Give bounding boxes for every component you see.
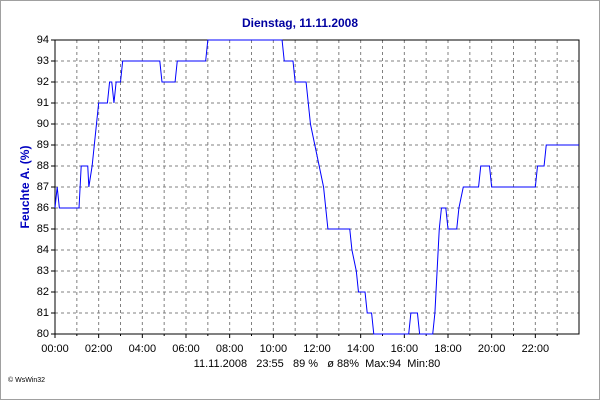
y-tick-label: 91 [37,97,49,109]
x-tick-label: 22:00 [522,343,550,355]
footer: 11.11.2008 23:55 89 % ø 88% Max:94 Min:8… [194,358,441,370]
y-tick-label: 89 [37,139,49,151]
y-tick-label: 92 [37,76,49,88]
y-axis-label: Feuchte A. (%) [18,146,32,229]
x-tick-label: 10:00 [260,343,288,355]
x-tick-label: 02:00 [85,343,113,355]
x-tick-label: 00:00 [41,343,69,355]
y-tick-label: 83 [37,265,49,277]
y-tick-label: 86 [37,202,49,214]
credit: © WsWin32 [8,376,45,384]
y-tick-label: 94 [37,34,49,46]
x-tick-label: 08:00 [216,343,244,355]
x-tick-label: 12:00 [303,343,331,355]
y-tick-label: 90 [37,118,49,130]
y-tick-label: 80 [37,328,49,340]
y-tick-label: 84 [37,244,49,256]
x-tick-label: 18:00 [434,343,462,355]
y-tick-label: 85 [37,223,49,235]
y-tick-label: 87 [37,181,49,193]
x-tick-label: 04:00 [129,343,157,355]
data-line [54,39,579,335]
x-tick-label: 06:00 [172,343,200,355]
y-tick-label: 93 [37,55,49,67]
y-tick-label: 88 [37,160,49,172]
y-tick-label: 82 [37,286,49,298]
x-tick-label: 14:00 [347,343,375,355]
y-tick-label: 81 [37,307,49,319]
x-tick-label: 16:00 [391,343,419,355]
plot-frame [54,39,580,335]
chart-title: Dienstag, 11.11.2008 [242,16,358,30]
x-tick-label: 20:00 [478,343,506,355]
